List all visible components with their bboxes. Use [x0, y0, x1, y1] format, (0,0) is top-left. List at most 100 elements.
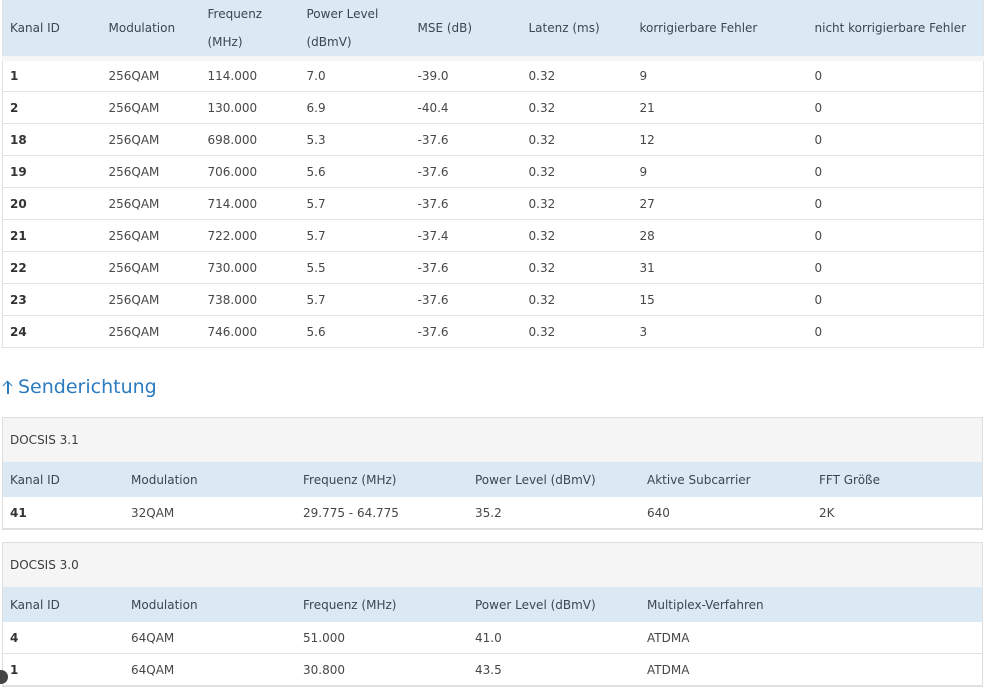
table-cell: 21 [632, 91, 808, 124]
table-cell: 0.32 [521, 91, 633, 124]
header-power-level: Power Level (dBmV) [475, 472, 596, 487]
scroll-indicator-icon[interactable] [0, 670, 8, 684]
table-cell: 0 [807, 251, 984, 284]
table-cell: 706.000 [200, 155, 300, 188]
table-cell: 256QAM [101, 315, 201, 348]
cell-kanal-id: 18 [2, 123, 102, 156]
header-empty [812, 587, 982, 622]
docsis30-table: Kanal ID Modulation Frequenz (MHz) Power… [3, 587, 982, 686]
table-cell: 256QAM [101, 91, 201, 124]
header-power-level: Power Level (dBmV) [475, 597, 596, 612]
downstream-row: 23 256QAM 738.000 5.7 -37.6 0.32 15 0 [2, 283, 984, 316]
table-cell: 0 [807, 219, 984, 252]
table-cell: 43.5 [468, 653, 640, 686]
table-cell: 5.7 [299, 187, 411, 220]
docsis31-header-row: Kanal ID Modulation Frequenz (MHz) Power… [3, 462, 982, 497]
arrow-up-icon [2, 379, 14, 395]
table-cell: 7.0 [299, 56, 411, 92]
table-cell: 256QAM [101, 187, 201, 220]
table-cell: -37.6 [410, 251, 522, 284]
docsis31-table: Kanal ID Modulation Frequenz (MHz) Power… [3, 462, 982, 529]
cell-kanal-id: 1 [2, 56, 102, 92]
header-frequenz: Frequenz (MHz) [303, 597, 397, 612]
header-modulation: Modulation [131, 597, 198, 612]
docsis31-panel: DOCSIS 3.1 Kanal ID Modulation Frequenz … [2, 417, 983, 530]
table-cell: 28 [632, 219, 808, 252]
table-cell: 64QAM [124, 653, 296, 686]
header-aktive-subcarrier: Aktive Subcarrier [647, 472, 751, 487]
table-cell: 5.5 [299, 251, 411, 284]
downstream-header-row: Kanal ID Modulation Frequenz (MHz) Power… [2, 0, 984, 59]
downstream-row: 20 256QAM 714.000 5.7 -37.6 0.32 27 0 [2, 187, 984, 220]
docsis31-row: 41 32QAM 29.775 - 64.775 35.2 640 2K [3, 497, 982, 529]
cell-kanal-id: 1 [3, 653, 124, 686]
table-cell: 640 [640, 497, 812, 529]
table-cell: 0 [807, 155, 984, 188]
table-cell: 51.000 [296, 622, 468, 654]
cell-kanal-id: 22 [2, 251, 102, 284]
downstream-row: 19 256QAM 706.000 5.6 -37.6 0.32 9 0 [2, 155, 984, 188]
table-cell: 256QAM [101, 283, 201, 316]
table-cell: 714.000 [200, 187, 300, 220]
table-cell: 114.000 [200, 56, 300, 92]
table-cell: -40.4 [410, 91, 522, 124]
table-cell: 0 [807, 91, 984, 124]
header-frequenz: Frequenz (MHz) [207, 7, 263, 49]
table-cell: -37.6 [410, 315, 522, 348]
table-cell: 31 [632, 251, 808, 284]
table-cell: -39.0 [410, 56, 522, 92]
table-cell: 256QAM [101, 155, 201, 188]
docsis30-title: DOCSIS 3.0 [3, 543, 982, 587]
cell-kanal-id: 2 [2, 91, 102, 124]
table-cell: 5.7 [299, 219, 411, 252]
table-cell: 256QAM [101, 123, 201, 156]
upstream-heading: Senderichtung [2, 376, 157, 398]
table-cell: 0.32 [521, 283, 633, 316]
upstream-heading-label: Senderichtung [18, 376, 157, 398]
cell-kanal-id: 24 [2, 315, 102, 348]
docsis30-panel: DOCSIS 3.0 Kanal ID Modulation Frequenz … [2, 542, 983, 687]
table-cell: 5.3 [299, 123, 411, 156]
header-multiplex-verfahren: Multiplex-Verfahren [647, 597, 764, 612]
cell-kanal-id: 21 [2, 219, 102, 252]
table-cell: 3 [632, 315, 808, 348]
table-cell: 746.000 [200, 315, 300, 348]
downstream-table: Kanal ID Modulation Frequenz (MHz) Power… [2, 0, 984, 348]
table-cell: 12 [632, 123, 808, 156]
header-fft-groesse: FFT Größe [819, 472, 880, 487]
header-kanal-id: Kanal ID [10, 21, 60, 35]
header-kanal-id: Kanal ID [10, 472, 60, 487]
table-cell: 738.000 [200, 283, 300, 316]
table-cell: -37.4 [410, 219, 522, 252]
header-korrigierbare-fehler: korrigierbare Fehler [639, 21, 758, 35]
table-cell: -37.6 [410, 283, 522, 316]
table-cell: ATDMA [640, 622, 812, 654]
table-cell: 2K [812, 497, 982, 529]
table-cell: 41.0 [468, 622, 640, 654]
table-cell: 0 [807, 123, 984, 156]
header-latenz: Latenz (ms) [528, 21, 600, 35]
table-cell: 32QAM [124, 497, 296, 529]
table-cell: 730.000 [200, 251, 300, 284]
table-cell: 0.32 [521, 187, 633, 220]
table-cell: 0.32 [521, 315, 633, 348]
table-cell: 9 [632, 56, 808, 92]
docsis30-header-row: Kanal ID Modulation Frequenz (MHz) Power… [3, 587, 982, 622]
table-cell: 15 [632, 283, 808, 316]
docsis30-row: 4 64QAM 51.000 41.0 ATDMA [3, 622, 982, 654]
downstream-row: 21 256QAM 722.000 5.7 -37.4 0.32 28 0 [2, 219, 984, 252]
cell-kanal-id: 4 [3, 622, 124, 654]
table-cell: 130.000 [200, 91, 300, 124]
table-cell: 5.7 [299, 283, 411, 316]
downstream-row: 1 256QAM 114.000 7.0 -39.0 0.32 9 0 [2, 56, 984, 92]
table-cell: 0.32 [521, 123, 633, 156]
header-nicht-korrigierbare-fehler: nicht korrigierbare Fehler [814, 21, 967, 35]
table-cell: ATDMA [640, 653, 812, 686]
cell-kanal-id: 23 [2, 283, 102, 316]
table-cell: 35.2 [468, 497, 640, 529]
downstream-row: 2 256QAM 130.000 6.9 -40.4 0.32 21 0 [2, 91, 984, 124]
table-cell: 698.000 [200, 123, 300, 156]
table-cell [812, 653, 982, 686]
table-cell [812, 622, 982, 654]
table-cell: 6.9 [299, 91, 411, 124]
